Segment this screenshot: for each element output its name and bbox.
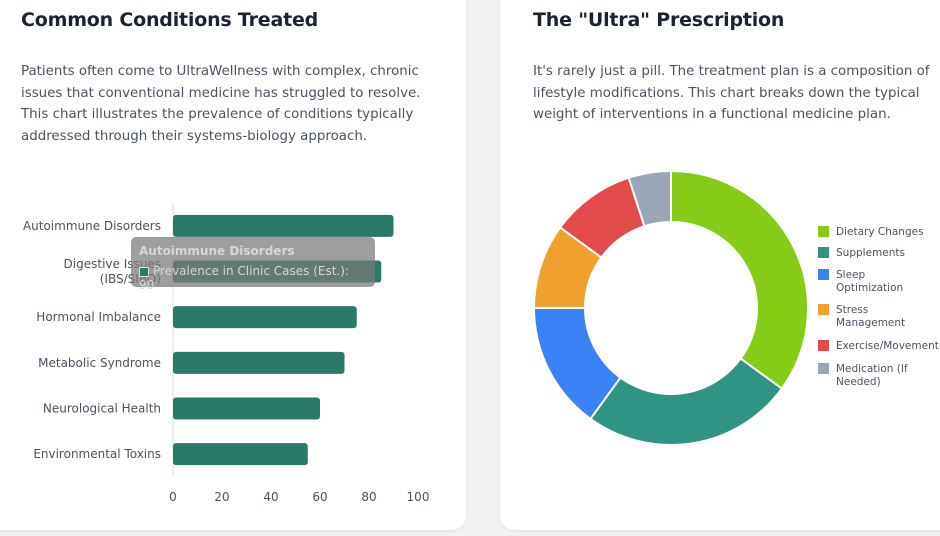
category-tick-label: Autoimmune Disorders: [23, 219, 161, 233]
bar[interactable]: [173, 397, 320, 420]
legend-label: Exercise/Movement: [836, 340, 939, 352]
x-tick-label: 20: [214, 490, 229, 504]
x-tick-label: 60: [312, 490, 327, 504]
tooltip-title: Autoimmune Disorders: [139, 244, 295, 258]
prescription-description: It's rarely just a pill. The treatment p…: [533, 64, 930, 122]
legend-label: Medication (If Needed): [836, 363, 908, 388]
tooltip-body: Prevalence in Clinic Cases (Est.): 90: [139, 264, 349, 292]
legend-label: Sleep Optimization: [836, 269, 903, 294]
category-tick-label: Environmental Toxins: [33, 447, 161, 461]
legend-swatch: [818, 340, 829, 351]
category-tick-label: Hormonal Imbalance: [36, 310, 161, 324]
x-tick-label: 0: [169, 490, 177, 504]
x-tick-label: 80: [361, 490, 376, 504]
bar[interactable]: [173, 306, 357, 329]
doughnut-slice[interactable]: [589, 357, 784, 446]
chart-tooltip: Autoimmune Disorders Prevalence in Clini…: [131, 237, 375, 292]
prescription-doughnut-chart[interactable]: Dietary Changes Supplements Sleep Optimizat…: [500, 0, 940, 536]
doughnut-slice[interactable]: [627, 169, 672, 228]
legend-label: Supplements: [836, 247, 905, 259]
bar[interactable]: [173, 443, 308, 466]
doughnut-slice[interactable]: [670, 169, 809, 390]
tooltip-swatch: [139, 266, 149, 277]
legend-swatch: [818, 226, 829, 237]
conditions-title: Common Conditions Treated: [21, 9, 319, 31]
legend-swatch: [818, 247, 829, 258]
legend-swatch: [818, 363, 829, 374]
legend-label: Dietary Changes: [836, 226, 924, 238]
x-tick-label: 100: [407, 490, 430, 504]
bar[interactable]: [173, 214, 394, 237]
legend-label: Stress Management: [836, 304, 905, 329]
bar[interactable]: [173, 351, 345, 374]
legend-swatch: [818, 269, 829, 280]
prescription-title: The "Ultra" Prescription: [533, 9, 785, 31]
category-tick-label: Neurological Health: [43, 402, 161, 416]
x-tick-label: 40: [263, 490, 278, 504]
legend-swatch: [818, 304, 829, 315]
category-tick-label: Metabolic Syndrome: [38, 356, 161, 370]
conditions-description: Patients often come to UltraWellness wit…: [21, 64, 421, 144]
